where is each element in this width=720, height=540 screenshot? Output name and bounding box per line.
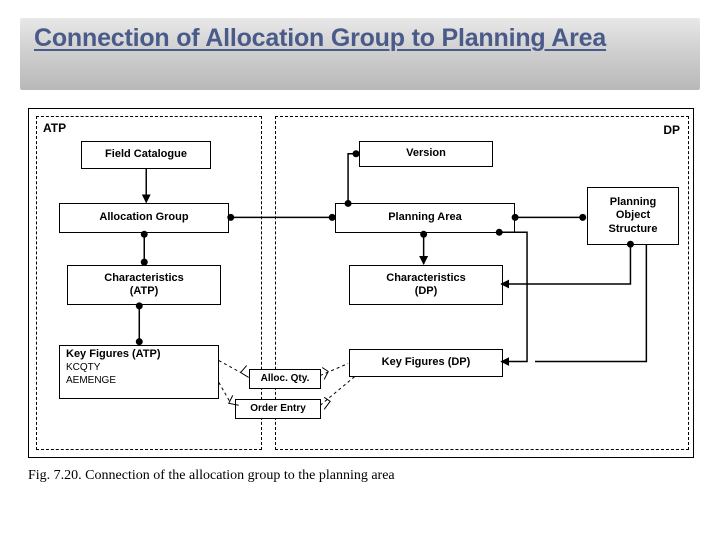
kf-atp-title: Key Figures (ATP) xyxy=(66,348,161,361)
node-planning-area: Planning Area xyxy=(335,203,515,233)
node-characteristics-atp: Characteristics (ATP) xyxy=(67,265,221,305)
kf-atp-sub2: AEMENGE xyxy=(66,375,116,387)
kf-atp-sub1: KCQTY xyxy=(66,362,100,374)
node-planning-object-structure: Planning Object Structure xyxy=(587,187,679,245)
node-characteristics-dp: Characteristics (DP) xyxy=(349,265,503,305)
title-band: Connection of Allocation Group to Planni… xyxy=(20,18,700,90)
region-label-dp: DP xyxy=(663,123,680,137)
region-label-atp: ATP xyxy=(43,121,66,135)
node-allocation-group: Allocation Group xyxy=(59,203,229,233)
page-title: Connection of Allocation Group to Planni… xyxy=(34,24,686,52)
diagram-container: ATP DP Field Catalogue Allocation Group … xyxy=(28,108,694,458)
node-alloc-qty: Alloc. Qty. xyxy=(249,369,321,389)
node-key-figures-atp: Key Figures (ATP) KCQTY AEMENGE xyxy=(59,345,219,399)
figure-caption: Fig. 7.20. Connection of the allocation … xyxy=(28,468,395,484)
node-key-figures-dp: Key Figures (DP) xyxy=(349,349,503,377)
node-field-catalogue: Field Catalogue xyxy=(81,141,211,169)
node-version: Version xyxy=(359,141,493,167)
node-order-entry: Order Entry xyxy=(235,399,321,419)
